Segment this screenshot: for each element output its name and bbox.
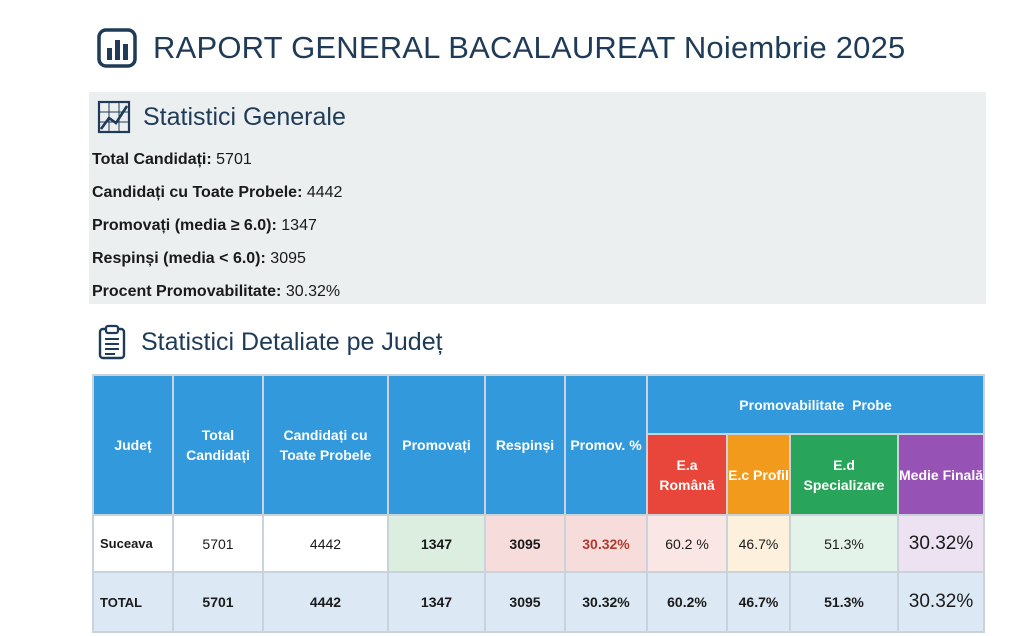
general-stats-heading-row: Statistici Generale: [97, 98, 346, 136]
stat-rejected: Respinși (media < 6.0): 3095: [92, 249, 342, 282]
col-header-judet: Județ: [92, 374, 174, 516]
cell-pass-rate: 30.32%: [564, 571, 648, 633]
stat-value: 30.32%: [285, 283, 341, 300]
table-total-row: TOTAL 5701 4442 1347 3095 30.32% 60.2% 4…: [92, 571, 986, 633]
stat-pass-rate: Procent Promovabilitate: 30.32%: [92, 282, 342, 315]
cell-total: 5701: [172, 514, 264, 573]
report-title: RAPORT GENERAL BACALAUREAT Noiembrie 202…: [153, 30, 906, 65]
col-header-ec: E.c Profil: [726, 433, 791, 516]
col-header-final-avg: Medie Finală: [896, 433, 986, 516]
col-header-all-exams: Candidați cu Toate Probele: [262, 374, 389, 516]
cell-judet: TOTAL: [92, 571, 174, 633]
cell-judet: Suceava: [92, 514, 174, 573]
cell-passed: 1347: [387, 571, 486, 633]
col-header-group-exam-pass: Promovabilitate Probe: [645, 374, 986, 435]
bar-chart-icon: [97, 28, 137, 68]
detailed-stats-heading-row: Statistici Detaliate pe Județ: [97, 322, 443, 362]
cell-pass-rate: 30.32%: [564, 514, 648, 573]
cell-final-avg: 30.32%: [896, 571, 986, 633]
stat-all-exams-candidates: Candidați cu Toate Probele: 4442: [92, 183, 342, 216]
stat-label: Candidați cu Toate Probele:: [92, 184, 303, 201]
general-stats-panel: Statistici Generale Total Candidați: 570…: [89, 92, 986, 304]
col-header-total: Total Candidați: [172, 374, 264, 516]
stat-value: 5701: [216, 151, 252, 168]
col-header-ed: E.d Specializare: [789, 433, 899, 516]
line-chart-icon: [97, 100, 131, 134]
stat-total-candidates: Total Candidați: 5701: [92, 150, 342, 183]
stat-label: Respinși (media < 6.0):: [92, 250, 266, 267]
cell-all-exams: 4442: [262, 571, 389, 633]
cell-ed: 51.3%: [789, 514, 899, 573]
cell-ec: 46.7%: [726, 514, 791, 573]
stat-value: 3095: [270, 250, 306, 267]
cell-final-avg: 30.32%: [896, 514, 986, 573]
cell-passed: 1347: [387, 514, 486, 573]
general-stats-heading: Statistici Generale: [143, 102, 346, 131]
detailed-stats-heading: Statistici Detaliate pe Județ: [141, 327, 443, 356]
table-subheader-row: E.a Română E.c Profil E.d Specializare M…: [93, 433, 986, 516]
cell-ea: 60.2 %: [646, 514, 728, 573]
cell-all-exams: 4442: [262, 514, 389, 573]
table-header-row: Județ Total Candidați Candidați cu Toate…: [92, 374, 986, 516]
general-stats-list: Total Candidați: 5701 Candidați cu Toate…: [92, 150, 342, 315]
cell-total: 5701: [172, 571, 264, 633]
cell-ed: 51.3%: [789, 571, 899, 633]
report-title-row: RAPORT GENERAL BACALAUREAT Noiembrie 202…: [97, 26, 906, 70]
col-header-ea: E.a Română: [646, 433, 728, 516]
cell-ea: 60.2%: [646, 571, 728, 633]
col-header-rejected: Respinși: [484, 374, 566, 516]
stat-value: 4442: [306, 184, 343, 201]
stat-value: 1347: [281, 217, 317, 234]
stat-label: Promovați (media ≥ 6.0):: [92, 217, 277, 234]
county-stats-table: Județ Total Candidați Candidați cu Toate…: [92, 374, 986, 633]
stat-passed: Promovați (media ≥ 6.0): 1347: [92, 216, 342, 249]
cell-rejected: 3095: [484, 514, 566, 573]
stat-label: Procent Promovabilitate:: [92, 283, 282, 300]
col-header-passed: Promovați: [387, 374, 486, 516]
cell-rejected: 3095: [484, 571, 566, 633]
clipboard-icon: [98, 324, 126, 360]
stat-label: Total Candidați:: [92, 151, 212, 168]
col-header-pass-rate: Promov. %: [564, 374, 648, 516]
table-row: Suceava 5701 4442 1347 3095 30.32% 60.2 …: [92, 514, 986, 573]
cell-ec: 46.7%: [726, 571, 791, 633]
